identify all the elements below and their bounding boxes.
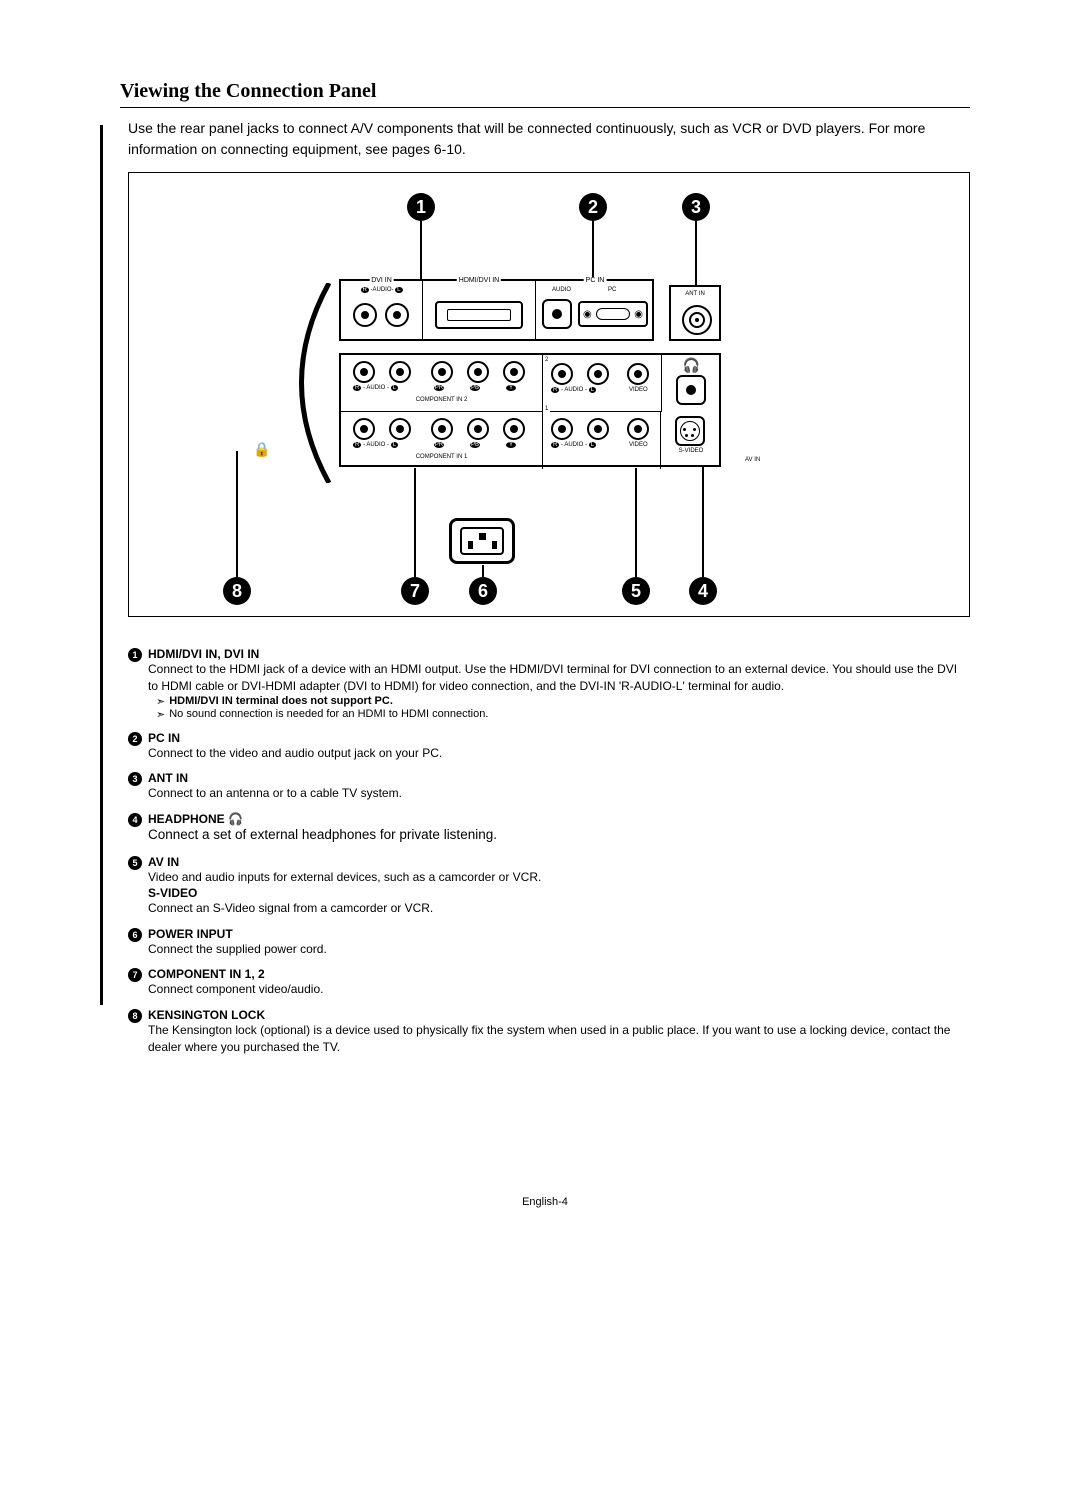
label-dvi-in: DVI IN: [369, 277, 394, 284]
item-body: Connect to an antenna or to a cable TV s…: [148, 785, 970, 802]
label: PB: [470, 385, 480, 391]
title-rule: [120, 107, 970, 108]
callout-line: [592, 221, 594, 281]
label: Y: [506, 442, 516, 448]
item-body: Connect the supplied power cord.: [148, 941, 970, 958]
page-footer: English-4: [120, 1196, 970, 1208]
callout-3: 3: [682, 193, 710, 221]
label-component-1: COMPONENT IN 1: [414, 454, 470, 460]
callout-line: [635, 468, 637, 577]
top-panel: DVI IN R -AUDIO- L HDMI/DVI IN PC IN AUD…: [339, 279, 654, 341]
label: PR: [434, 442, 444, 448]
label: PB: [470, 442, 480, 448]
description-list: 1 HDMI/DVI IN, DVI IN Connect to the HDM…: [128, 647, 970, 1056]
note-arrow-icon: ➣: [156, 708, 165, 721]
list-item: 6 POWER INPUT Connect the supplied power…: [128, 927, 970, 958]
callout-4: 4: [689, 577, 717, 605]
label: Y: [506, 385, 516, 391]
num-bullet: 1: [128, 648, 142, 662]
label-pc: PC: [606, 287, 618, 293]
item-title: HEADPHONE 🎧: [148, 812, 970, 826]
callout-1: 1: [407, 193, 435, 221]
item-title: ANT IN: [148, 771, 970, 785]
item-subtitle: S-VIDEO: [148, 886, 970, 900]
num-bullet: 8: [128, 1009, 142, 1023]
item-body: Connect component video/audio.: [148, 981, 970, 998]
kensington-lock-icon: 🔒: [253, 441, 270, 458]
note-text: No sound connection is needed for an HDM…: [169, 708, 488, 720]
list-item: 3 ANT IN Connect to an antenna or to a c…: [128, 771, 970, 802]
list-item: 7 COMPONENT IN 1, 2 Connect component vi…: [128, 967, 970, 998]
callout-line: [482, 565, 484, 577]
side-rule: [100, 125, 103, 1005]
label-ant-in: ANT IN: [683, 291, 707, 297]
label: R - AUDIO - L: [351, 442, 400, 448]
label: R - AUDIO - L: [351, 385, 400, 391]
item-body: The Kensington lock (optional) is a devi…: [148, 1022, 970, 1056]
tv-edge-curve: [269, 283, 349, 483]
page-title: Viewing the Connection Panel: [120, 80, 970, 103]
item-body: Video and audio inputs for external devi…: [148, 869, 970, 886]
item-body: Connect to the HDMI jack of a device wit…: [148, 661, 970, 695]
item-body: Connect a set of external headphones for…: [148, 826, 970, 845]
list-item: 1 HDMI/DVI IN, DVI IN Connect to the HDM…: [128, 647, 970, 721]
label: 1: [543, 406, 550, 412]
label-av-in: AV IN: [743, 457, 762, 463]
callout-5: 5: [622, 577, 650, 605]
callout-line: [236, 451, 238, 577]
connection-panel-diagram: 1 2 3 8 7 6 5 4 🔒 DVI IN R -AUDIO- L: [128, 172, 970, 617]
label-audio: AUDIO: [550, 287, 573, 293]
label-svideo: S-VIDEO: [677, 448, 706, 454]
note-text: HDMI/DVI IN terminal does not support PC…: [169, 695, 393, 707]
item-title: HDMI/DVI IN, DVI IN: [148, 647, 970, 661]
item-title: KENSINGTON LOCK: [148, 1008, 970, 1022]
callout-6: 6: [469, 577, 497, 605]
label: 2: [543, 357, 550, 363]
num-bullet: 6: [128, 928, 142, 942]
intro-text: Use the rear panel jacks to connect A/V …: [128, 118, 970, 160]
item-subbody: Connect an S-Video signal from a camcord…: [148, 900, 970, 917]
list-item: 4 HEADPHONE 🎧 Connect a set of external …: [128, 812, 970, 845]
item-title: PC IN: [148, 731, 970, 745]
item-title: COMPONENT IN 1, 2: [148, 967, 970, 981]
num-bullet: 7: [128, 968, 142, 982]
headphone-icon: 🎧: [228, 812, 243, 826]
label-pc-in: PC IN: [584, 277, 607, 284]
label: VIDEO: [627, 442, 650, 448]
num-bullet: 5: [128, 856, 142, 870]
num-bullet: 3: [128, 772, 142, 786]
label: VIDEO: [627, 387, 650, 393]
bottom-panel: R - AUDIO - L PR PB Y COMPONENT IN 2 2 R…: [339, 353, 721, 467]
power-input: [449, 518, 515, 564]
num-bullet: 2: [128, 732, 142, 746]
item-title: AV IN: [148, 855, 970, 869]
label: R - AUDIO - L: [549, 442, 598, 448]
callout-7: 7: [401, 577, 429, 605]
label-component-2: COMPONENT IN 2: [414, 397, 470, 403]
label-hdmi-dvi-in: HDMI/DVI IN: [457, 277, 501, 284]
ant-in-panel: ANT IN: [669, 285, 721, 341]
item-body: Connect to the video and audio output ja…: [148, 745, 970, 762]
item-title: POWER INPUT: [148, 927, 970, 941]
label: PR: [434, 385, 444, 391]
callout-line: [420, 221, 422, 281]
label-r-audio-l: R -AUDIO- L: [358, 287, 404, 293]
headphone-icon: 🎧: [683, 357, 700, 374]
list-item: 8 KENSINGTON LOCK The Kensington lock (o…: [128, 1008, 970, 1056]
list-item: 5 AV IN Video and audio inputs for exter…: [128, 855, 970, 917]
list-item: 2 PC IN Connect to the video and audio o…: [128, 731, 970, 762]
callout-8: 8: [223, 577, 251, 605]
callout-line: [414, 468, 416, 577]
num-bullet: 4: [128, 813, 142, 827]
callout-2: 2: [579, 193, 607, 221]
note-arrow-icon: ➣: [156, 695, 165, 708]
label: R - AUDIO - L: [549, 387, 598, 393]
